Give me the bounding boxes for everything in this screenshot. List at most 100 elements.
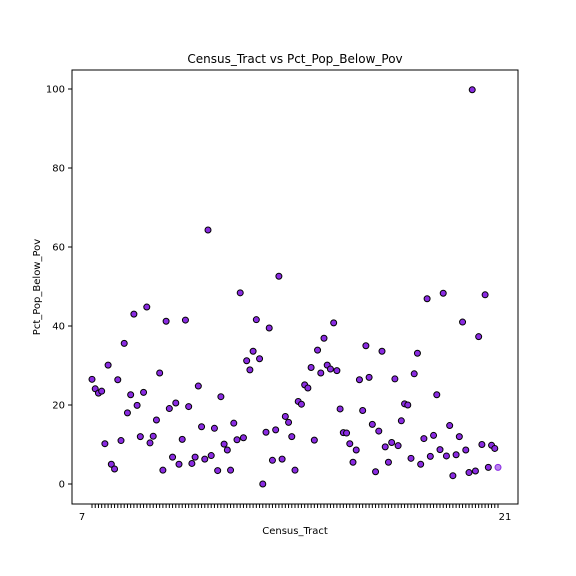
data-point <box>475 333 483 341</box>
data-point <box>420 435 428 443</box>
data-point <box>336 405 344 413</box>
data-point <box>249 347 257 355</box>
data-point <box>410 370 418 378</box>
data-point <box>175 460 183 468</box>
data-point <box>88 375 96 383</box>
data-point <box>407 454 415 462</box>
data-point <box>297 400 305 408</box>
data-point <box>446 422 454 430</box>
data-point <box>169 453 177 461</box>
data-point <box>272 426 280 434</box>
data-point <box>188 459 196 467</box>
data-point <box>114 376 122 384</box>
data-point <box>362 342 370 350</box>
data-point <box>375 427 383 435</box>
y-tick-label: 20 <box>52 401 65 412</box>
data-point <box>243 357 251 365</box>
data-point <box>204 226 212 234</box>
data-point <box>123 409 131 417</box>
data-point <box>436 446 444 454</box>
data-point <box>207 452 215 460</box>
data-points <box>88 86 502 488</box>
data-point <box>230 419 238 427</box>
data-point <box>352 446 360 454</box>
data-point <box>317 369 325 377</box>
data-point <box>143 303 151 311</box>
data-point <box>178 435 186 443</box>
data-point <box>417 460 425 468</box>
data-point <box>262 428 270 436</box>
data-point <box>130 310 138 318</box>
data-point <box>372 468 380 476</box>
data-point <box>223 446 231 454</box>
data-point <box>314 346 322 354</box>
data-point <box>304 384 312 392</box>
data-point <box>275 272 283 280</box>
data-point <box>227 466 235 474</box>
data-point <box>491 444 499 452</box>
data-point <box>391 375 399 383</box>
data-point <box>127 391 135 399</box>
data-point <box>346 440 354 448</box>
data-point <box>384 458 392 466</box>
data-point <box>265 324 273 332</box>
y-tick-label: 80 <box>52 164 65 175</box>
data-point <box>459 318 467 326</box>
y-tick-label: 60 <box>52 243 65 254</box>
data-point <box>455 433 463 441</box>
data-point <box>239 434 247 442</box>
data-point <box>326 365 334 373</box>
data-point <box>413 349 421 357</box>
data-point <box>333 367 341 375</box>
data-point <box>268 456 276 464</box>
data-point <box>165 405 173 413</box>
data-point <box>191 453 199 461</box>
data-point <box>185 403 193 411</box>
data-point <box>439 289 447 297</box>
data-point <box>156 369 164 377</box>
x-tick-label-first: 7 <box>79 512 85 523</box>
data-point <box>133 401 141 409</box>
data-point <box>381 443 389 451</box>
data-point <box>181 316 189 324</box>
data-point <box>452 451 460 459</box>
data-point <box>146 439 154 447</box>
data-point <box>233 436 241 444</box>
data-point <box>465 469 473 477</box>
y-tick-label: 100 <box>46 85 65 96</box>
data-point <box>310 436 318 444</box>
data-point <box>140 388 148 396</box>
data-point <box>394 442 402 450</box>
data-point <box>220 440 228 448</box>
data-point <box>201 455 209 463</box>
data-point <box>252 316 260 324</box>
data-point <box>198 423 206 431</box>
data-point <box>288 433 296 441</box>
data-point <box>307 363 315 371</box>
y-tick-label: 0 <box>59 480 65 491</box>
data-point <box>343 429 351 437</box>
data-point <box>330 319 338 327</box>
data-point <box>210 424 218 432</box>
data-point <box>442 452 450 460</box>
data-point <box>430 431 438 439</box>
data-point <box>162 317 170 325</box>
data-point <box>159 466 167 474</box>
data-point <box>484 463 492 471</box>
data-point <box>136 433 144 441</box>
data-point <box>433 391 441 399</box>
data-point <box>246 366 254 374</box>
data-point <box>462 446 470 454</box>
x-axis-label: Census_Tract <box>262 526 328 537</box>
data-point <box>149 432 157 440</box>
data-point <box>291 466 299 474</box>
data-point <box>355 376 363 384</box>
data-point <box>388 439 396 447</box>
data-point <box>494 463 502 471</box>
y-tick-label: 40 <box>52 322 65 333</box>
data-point <box>449 472 457 480</box>
data-point <box>98 387 106 395</box>
y-axis-label: Pct_Pop_Below_Pov <box>32 239 43 335</box>
data-point <box>107 460 115 468</box>
